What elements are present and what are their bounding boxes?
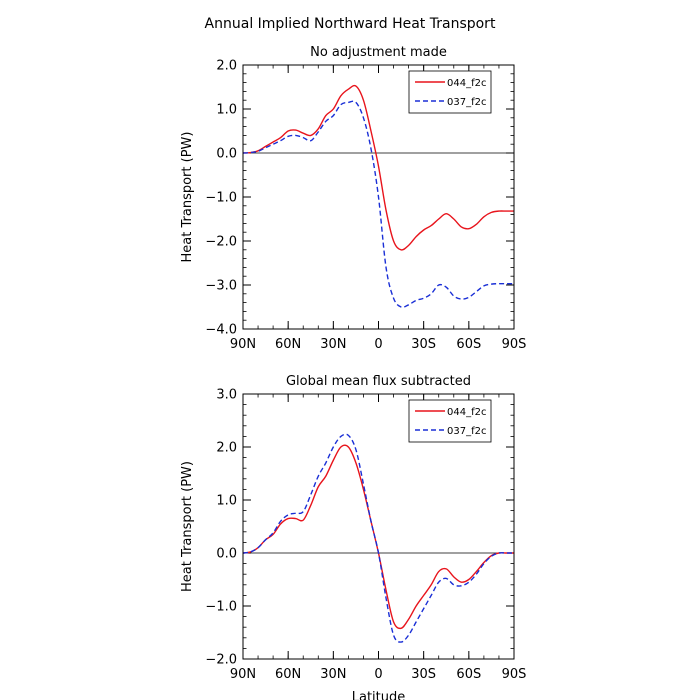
x-tick-label: 30S	[411, 667, 436, 682]
series-line-044_f2c	[242, 444, 514, 630]
chart-global-mean-subtracted: Global mean flux subtracted 90N 60N 30N 0 30S…	[180, 374, 526, 700]
chart-no-adjustment: No adjustment made 90N 60N 30N 0 30S 60S 90S 2.0…	[180, 45, 526, 352]
plot-frame	[242, 393, 515, 660]
y-tick-label: −1.0	[205, 600, 237, 615]
x-tick-label: 30N	[320, 337, 346, 352]
legend-box	[408, 399, 492, 443]
legend-label: 044_f2c	[447, 407, 486, 418]
y-tick-label: 0.0	[216, 547, 237, 562]
y-tick-label: −2.0	[205, 235, 237, 250]
y-tick-label: 2.0	[216, 441, 237, 456]
x-tick-label: 90N	[230, 337, 256, 352]
x-tick-label: 90S	[502, 667, 527, 682]
series-line-044_f2c	[242, 84, 514, 251]
y-tick-label: 1.0	[216, 494, 237, 509]
x-tick-label: 60N	[275, 337, 301, 352]
legend-label: 037_f2c	[447, 97, 486, 108]
y-tick-label: 2.0	[216, 59, 237, 74]
series-line-037_f2c	[242, 433, 514, 643]
y-tick-label: −1.0	[205, 191, 237, 206]
x-tick-label: 60N	[275, 667, 301, 682]
y-tick-label: −4.0	[205, 323, 237, 338]
legend: 044_f2c 037_f2c	[408, 399, 492, 443]
y-tick-label: 1.0	[216, 103, 237, 118]
y-axis-label: Heat Transport (PW)	[180, 461, 195, 592]
x-axis-label: Latitude	[352, 690, 406, 700]
x-tick-label: 90S	[502, 337, 527, 352]
x-tick-label: 60S	[456, 337, 481, 352]
plot-frame	[242, 64, 515, 330]
y-tick-label: −2.0	[205, 653, 237, 668]
legend-label: 037_f2c	[447, 426, 486, 437]
x-tick-label: 0	[374, 667, 382, 682]
chart-subtitle: No adjustment made	[310, 45, 447, 60]
legend-box	[408, 70, 492, 114]
y-axis-label: Heat Transport (PW)	[180, 132, 195, 263]
x-tick-label: 30S	[411, 337, 436, 352]
y-tick-label: −3.0	[205, 279, 237, 294]
x-tick-label: 30N	[320, 667, 346, 682]
y-tick-label: 0.0	[216, 147, 237, 162]
series-line-037_f2c	[242, 100, 514, 308]
y-tick-label: 3.0	[216, 388, 237, 403]
x-tick-label: 90N	[230, 667, 256, 682]
x-tick-label: 0	[374, 337, 382, 352]
legend: 044_f2c 037_f2c	[408, 70, 492, 114]
legend-label: 044_f2c	[447, 78, 486, 89]
figure-title: Annual Implied Northward Heat Transport	[205, 16, 496, 32]
chart-subtitle: Global mean flux subtracted	[286, 374, 471, 389]
x-tick-label: 60S	[456, 667, 481, 682]
